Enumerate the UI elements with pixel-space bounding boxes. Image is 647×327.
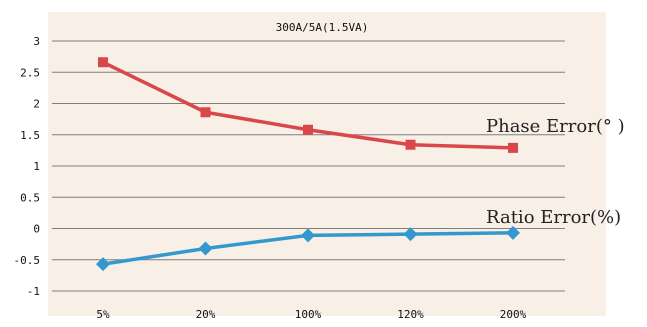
y-tick-label: 1.5	[20, 129, 40, 142]
y-tick-label: -0.5	[14, 254, 41, 267]
y-axis-ticks: 3 2.5 2 1.5 1 0.5 0 -0.5 -1	[14, 35, 41, 298]
chart-title: 300A/5A(1.5VA)	[276, 21, 369, 34]
data-point	[403, 227, 418, 242]
plot-background	[48, 12, 606, 316]
data-point	[405, 139, 416, 150]
data-point	[200, 107, 211, 118]
y-tick-label: -1	[27, 285, 40, 298]
y-tick-label: 0.5	[20, 191, 40, 204]
y-tick-label: 0	[33, 223, 40, 236]
y-tick-label: 2	[33, 98, 40, 111]
data-point	[508, 142, 518, 153]
x-tick-label: 100%	[295, 308, 322, 321]
data-point	[506, 225, 520, 240]
grid-lines	[52, 40, 565, 292]
x-tick-label: 5%	[96, 308, 110, 321]
x-tick-label: 20%	[196, 308, 216, 321]
data-point	[303, 124, 313, 135]
x-tick-label: 200%	[500, 308, 527, 321]
data-point	[301, 228, 315, 243]
y-tick-label: 2.5	[20, 66, 40, 79]
series-label-phase-error: Phase Error(° )	[486, 116, 625, 137]
y-tick-label: 1	[33, 160, 40, 173]
x-axis-ticks: 5% 20% 100% 120% 200%	[96, 308, 526, 321]
x-tick-label: 120%	[397, 308, 424, 321]
data-point	[98, 57, 108, 68]
data-point	[96, 257, 110, 272]
y-tick-label: 3	[33, 35, 40, 48]
series-label-ratio-error: Ratio Error(%)	[486, 207, 621, 228]
series-layer	[96, 57, 520, 272]
data-point	[198, 241, 213, 256]
